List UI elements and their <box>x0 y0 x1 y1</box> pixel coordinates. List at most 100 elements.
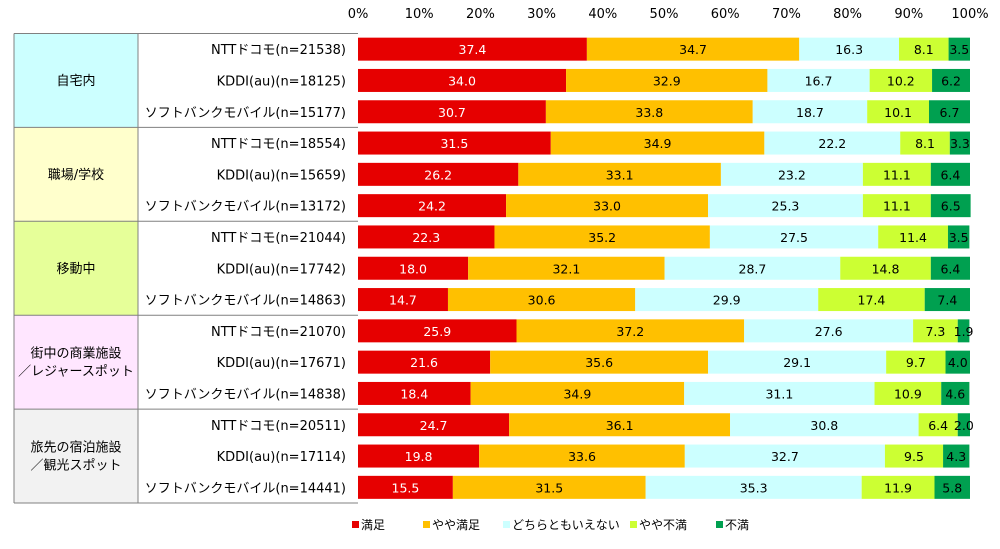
data-label: 31.5 <box>440 136 468 151</box>
group-cell <box>14 127 138 222</box>
bar-segment <box>358 131 551 155</box>
data-label: 10.9 <box>894 386 922 401</box>
group-label: 旅先の宿泊施設／観光スポット <box>30 440 121 474</box>
legend-swatch <box>423 521 430 528</box>
bar-segment <box>934 475 970 499</box>
group-cell <box>14 33 138 128</box>
data-label: 32.7 <box>771 449 799 464</box>
data-label: 23.2 <box>778 167 806 182</box>
data-label: 15.5 <box>392 480 420 495</box>
category-label: ソフトバンクモバイル(n=15177) <box>145 106 346 121</box>
bar-segment <box>358 256 469 280</box>
bar-segment <box>930 194 971 218</box>
group-label: 街中の商業施設／レジャースポット <box>18 346 134 380</box>
category-label: KDDI(au)(n=17742) <box>217 262 346 277</box>
x-tick-label: 60% <box>711 7 740 22</box>
category-label: KDDI(au)(n=18125) <box>217 74 346 89</box>
data-label: 5.8 <box>942 480 962 495</box>
bar-segment <box>664 256 841 280</box>
data-label: 28.7 <box>739 261 767 276</box>
bar-segment <box>494 225 710 249</box>
data-label: 26.2 <box>424 167 452 182</box>
legend-swatch <box>352 521 359 528</box>
category-label: NTTドコモ(n=18554) <box>211 137 346 152</box>
group-label: 移動中 <box>56 262 95 277</box>
bars: 37.4 34.7 16.3 8.1 3.5 34.0 32.9 16.7 10.2 6.2 30.… <box>358 37 974 499</box>
bar-segment <box>518 162 721 186</box>
category-label: KDDI(au)(n=17114) <box>217 450 346 465</box>
x-tick-label: 30% <box>527 7 556 22</box>
bar-segment <box>709 225 879 249</box>
bar-segment <box>358 381 471 405</box>
bar-segment <box>764 131 901 155</box>
bar-segment <box>358 194 507 218</box>
data-label: 6.2 <box>941 73 961 88</box>
data-label: 22.2 <box>818 136 846 151</box>
legend-swatch <box>503 521 510 528</box>
data-label: 34.9 <box>644 136 672 151</box>
data-label: 34.9 <box>563 386 591 401</box>
data-label: 24.2 <box>418 199 446 214</box>
group-cell <box>14 409 138 503</box>
x-tick-label: 100% <box>951 7 988 22</box>
data-label: 18.0 <box>399 261 427 276</box>
data-label: 16.3 <box>835 42 863 57</box>
bar-segment <box>918 413 958 437</box>
data-label: 6.4 <box>940 261 960 276</box>
bar-segment <box>358 162 519 186</box>
bar-segment <box>884 444 944 468</box>
legend-label: やや不満 <box>639 518 687 532</box>
data-label: 25.3 <box>772 199 800 214</box>
bar-segment <box>930 256 970 280</box>
bar-segment <box>358 475 453 499</box>
bar-segment <box>948 37 970 61</box>
legend-label: やや満足 <box>432 518 480 532</box>
data-label: 3.5 <box>949 42 969 57</box>
data-label: 8.1 <box>915 136 935 151</box>
bar-segment <box>358 225 495 249</box>
data-label: 33.0 <box>593 199 621 214</box>
data-label: 24.7 <box>420 418 448 433</box>
bar-segment <box>861 475 935 499</box>
bar-segment <box>635 288 819 312</box>
bar-segment <box>470 381 685 405</box>
legend-label: どちらともいえない <box>512 518 620 532</box>
bar-segment <box>684 381 875 405</box>
bar-segment <box>452 475 646 499</box>
data-label: 29.9 <box>713 293 741 308</box>
data-label: 34.0 <box>448 73 476 88</box>
bar-segment <box>943 444 970 468</box>
bar-segment <box>949 131 970 155</box>
x-tick-label: 40% <box>588 7 617 22</box>
bar-segment <box>941 381 970 405</box>
bar-segment <box>947 225 970 249</box>
data-label: 18.7 <box>796 105 824 120</box>
data-label: 11.1 <box>883 167 911 182</box>
bar-segment <box>867 100 929 124</box>
data-label: 7.3 <box>925 324 945 339</box>
data-label: 30.6 <box>528 293 556 308</box>
data-label: 37.2 <box>616 324 644 339</box>
category-label: ソフトバンクモバイル(n=14441) <box>145 481 346 496</box>
bar-segment <box>874 381 942 405</box>
data-label: 30.7 <box>438 105 466 120</box>
data-label: 2.0 <box>954 418 974 433</box>
bar-segment <box>900 131 950 155</box>
bar-segment <box>932 68 970 92</box>
bar-segment <box>720 162 863 186</box>
x-tick-label: 90% <box>894 7 923 22</box>
data-label: 6.4 <box>940 167 960 182</box>
data-label: 6.5 <box>941 199 961 214</box>
bar-segment <box>744 319 914 343</box>
group-label: 職場/学校 <box>48 167 104 183</box>
bar-segment <box>684 444 885 468</box>
bar-segment <box>479 444 685 468</box>
category-label: NTTドコモ(n=21070) <box>211 325 346 340</box>
data-label: 35.2 <box>588 230 616 245</box>
data-label: 31.1 <box>765 386 793 401</box>
category-label: KDDI(au)(n=17671) <box>217 356 346 371</box>
data-label: 27.5 <box>780 230 808 245</box>
data-label: 22.3 <box>412 230 440 245</box>
group-label: 自宅内 <box>56 73 95 89</box>
